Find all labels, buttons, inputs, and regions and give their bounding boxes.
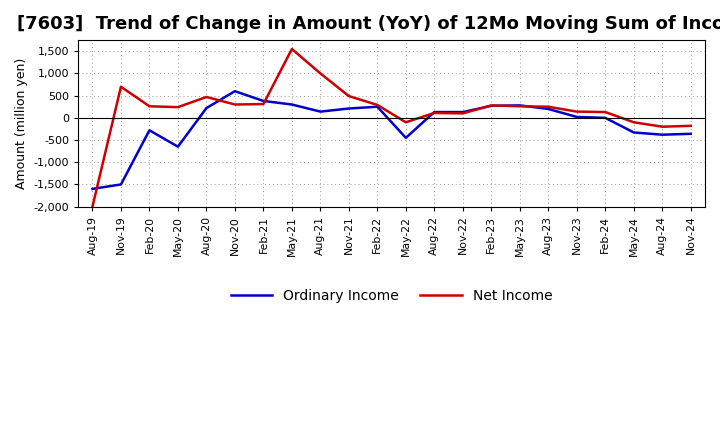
Ordinary Income [316,109,325,114]
Ordinary Income [459,110,467,115]
Net Income [601,110,610,115]
Net Income [686,123,695,128]
Title: [7603]  Trend of Change in Amount (YoY) of 12Mo Moving Sum of Incomes: [7603] Trend of Change in Amount (YoY) o… [17,15,720,33]
Ordinary Income [117,182,125,187]
Net Income [259,102,268,107]
Net Income [516,104,524,109]
Ordinary Income [430,110,438,115]
Line: Net Income: Net Income [92,49,690,207]
Net Income [230,102,239,107]
Ordinary Income [686,131,695,136]
Net Income [402,120,410,125]
Line: Ordinary Income: Ordinary Income [92,91,690,189]
Net Income [287,46,296,51]
Net Income [430,110,438,116]
Net Income [345,93,354,99]
Net Income [174,105,182,110]
Net Income [373,103,382,108]
Ordinary Income [145,128,154,133]
Ordinary Income [230,88,239,94]
Net Income [316,71,325,76]
Net Income [572,109,581,114]
Ordinary Income [174,144,182,149]
Net Income [658,124,667,129]
Net Income [202,94,211,99]
Net Income [629,120,638,125]
Ordinary Income [601,115,610,121]
Legend: Ordinary Income, Net Income: Ordinary Income, Net Income [225,283,558,308]
Y-axis label: Amount (million yen): Amount (million yen) [15,58,28,189]
Ordinary Income [88,186,96,191]
Net Income [459,111,467,116]
Net Income [88,204,96,209]
Ordinary Income [402,135,410,140]
Ordinary Income [629,130,638,135]
Net Income [145,104,154,109]
Net Income [117,84,125,89]
Ordinary Income [572,114,581,120]
Ordinary Income [287,102,296,107]
Net Income [487,103,495,108]
Ordinary Income [345,106,354,111]
Ordinary Income [658,132,667,137]
Ordinary Income [516,103,524,108]
Net Income [544,104,553,110]
Ordinary Income [487,103,495,109]
Ordinary Income [202,106,211,111]
Ordinary Income [259,98,268,103]
Ordinary Income [373,104,382,110]
Ordinary Income [544,106,553,112]
